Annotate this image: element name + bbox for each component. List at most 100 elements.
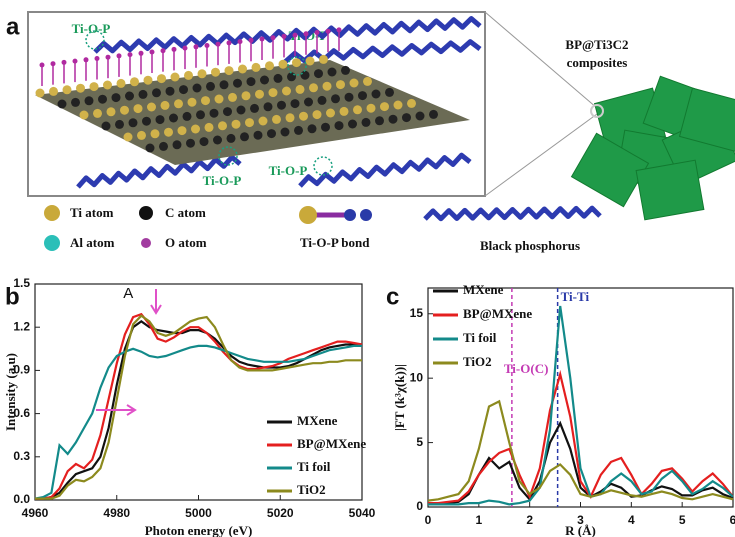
y-tick-label: 1.2 <box>13 319 30 333</box>
ti-atom <box>389 115 398 124</box>
ti-atom <box>164 128 173 137</box>
ti-atom <box>174 99 183 108</box>
ti-atom <box>228 93 237 102</box>
ti-atom <box>144 76 153 85</box>
ti-atom <box>402 113 411 122</box>
o-atom <box>194 44 199 49</box>
ti-atom <box>179 85 188 94</box>
ti-atom <box>124 133 133 142</box>
ti-atom <box>265 61 274 70</box>
ti-atom <box>363 77 372 86</box>
x-tick-label: 2 <box>526 513 533 527</box>
ti-atom <box>147 103 156 112</box>
ti-atom <box>255 90 264 99</box>
ti-atom <box>296 85 305 94</box>
o-atom <box>51 61 56 66</box>
ti-atom <box>166 87 175 96</box>
o-atom <box>205 43 210 48</box>
ti-atom <box>309 83 318 92</box>
ti-atom <box>63 85 72 94</box>
legend-label: O atom <box>165 235 207 250</box>
ti-atom <box>340 107 349 116</box>
ti-atom <box>294 126 303 135</box>
ti-atom <box>237 106 246 115</box>
ti-atom <box>264 102 273 111</box>
ti-atom <box>321 123 330 132</box>
ti-atom <box>36 89 45 98</box>
ti-atom <box>80 111 89 120</box>
ti-atom <box>161 101 170 110</box>
ti-atom <box>345 93 354 102</box>
ti-atom <box>125 92 134 101</box>
ti-atom <box>130 77 139 86</box>
ti-atom <box>372 90 381 99</box>
ti-atom <box>171 73 180 82</box>
ti-atom <box>107 107 116 116</box>
o-atom <box>117 53 122 58</box>
ti-atom <box>301 71 310 80</box>
ti-atom <box>269 88 278 97</box>
x-tick-label: 5000 <box>185 506 212 520</box>
ti-atom <box>240 132 249 141</box>
phosphorus-chain <box>425 208 600 219</box>
bond-icon <box>299 206 317 224</box>
ti-atom <box>313 110 322 119</box>
ti-atom <box>267 129 276 138</box>
reference-label: Ti-Ti <box>561 289 590 304</box>
legend-label: BP@MXene <box>463 306 532 321</box>
ti-atom <box>250 104 259 113</box>
y-tick-label: 15 <box>410 306 424 320</box>
c-atom-icon <box>139 206 153 220</box>
y-tick-label: 0 <box>416 499 423 513</box>
figure: a Ti-O-P Ti-O-P Ti-O-P Ti-O-P BP@Ti3C2 c… <box>0 0 735 537</box>
panel-label: a <box>6 13 20 40</box>
ti-atom <box>211 68 220 77</box>
o-atom <box>337 27 342 32</box>
o-atom <box>150 50 155 55</box>
ti-atom <box>341 66 350 75</box>
bond-icon <box>344 209 356 221</box>
ti-atom <box>328 68 337 77</box>
ti-atom <box>291 99 300 108</box>
ti-atom <box>385 88 394 97</box>
ti-atom <box>112 93 121 102</box>
ti-atom <box>151 129 160 138</box>
y-tick-label: 5 <box>416 435 423 449</box>
o-atom-icon <box>141 238 151 248</box>
ti-atom <box>227 134 236 143</box>
o-atom <box>95 56 100 61</box>
bond-label: Ti-O-P <box>72 21 111 36</box>
reference-label: Ti-O(C) <box>504 361 549 376</box>
x-axis-label: R (Å) <box>565 523 596 537</box>
bond-icon <box>360 209 372 221</box>
y-axis-label: |FT (k³χ(k))| <box>392 364 407 431</box>
ti-atom <box>201 96 210 105</box>
ti-atom <box>137 131 146 140</box>
ti-atom <box>85 96 94 105</box>
o-atom <box>260 37 265 42</box>
o-atom <box>128 52 133 57</box>
ti-atom <box>252 63 261 72</box>
o-atom <box>139 51 144 56</box>
y-tick-label: 1.5 <box>13 276 30 290</box>
legend-label: TiO2 <box>463 354 492 369</box>
ti-atom <box>323 82 332 91</box>
ti-atom <box>159 142 168 151</box>
ti-atom <box>156 115 165 124</box>
ti-atom <box>98 95 107 104</box>
legend-label: MXene <box>297 413 338 428</box>
panel-a: a Ti-O-P Ti-O-P Ti-O-P Ti-O-P BP@Ti3C2 c… <box>6 12 735 253</box>
ti-atom <box>210 109 219 118</box>
bond-label: Ti-O-P <box>269 163 308 178</box>
ti-atom <box>71 98 80 107</box>
legend-label: Al atom <box>70 235 115 250</box>
ti-atom <box>152 88 161 97</box>
legend-label: MXene <box>463 282 504 297</box>
ti-atom <box>292 58 301 67</box>
legend-label: TiO2 <box>297 482 326 497</box>
ti-atom <box>223 107 232 116</box>
ti-atom <box>196 110 205 119</box>
ti-atom <box>233 79 242 88</box>
ti-atom <box>299 112 308 121</box>
o-atom <box>106 55 111 60</box>
